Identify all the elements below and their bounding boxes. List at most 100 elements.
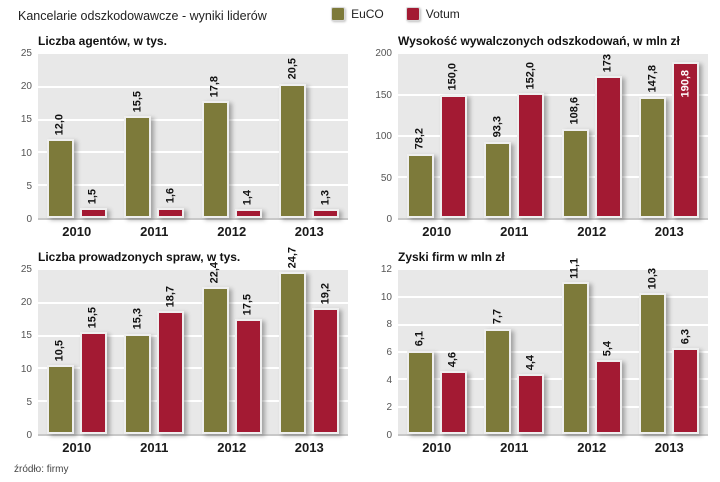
bar-votum-2011	[517, 373, 545, 434]
chart-cases: Liczba prowadzonych spraw, w tys. 0 5 10 15…	[10, 247, 348, 458]
bar-votum-2013	[312, 209, 340, 218]
chart-profits: Zyski firm w mln zł 0 2 4 6 8 10 12 6,1 4,6 7,7 4…	[370, 250, 708, 458]
bar-votum-2011	[517, 93, 545, 218]
bar-value-label: 17,5	[241, 293, 254, 316]
bar-group-2013: 147,8 190,8	[631, 54, 709, 218]
bar-wrap: 12,0	[46, 114, 74, 218]
x-axis-label-2010: 2010	[422, 440, 452, 455]
bar-wrap: 6,1	[406, 331, 434, 434]
y-tick-label: 15	[20, 330, 32, 342]
bar-wrap: 1,6	[157, 188, 185, 218]
bar-group-2012: 17,8 1,4	[193, 54, 271, 218]
y-tick-label: 10	[20, 147, 32, 159]
x-axis-label-2010: 2010	[422, 224, 452, 239]
bar-wrap: 20,5	[279, 58, 307, 218]
chart-body: 0 50 100 150 200 78,2 150,0 93,3 152,0 108,6 173 1…	[370, 49, 709, 225]
y-tick-label: 8	[386, 319, 392, 331]
bar-wrap: 15,3	[124, 308, 152, 434]
bar-votum-2010	[439, 95, 467, 218]
bar-wrap: 108,6	[561, 97, 589, 218]
y-tick-label: 50	[380, 172, 392, 184]
bar-euco-2013	[639, 293, 667, 434]
bar-euco-2011	[484, 328, 512, 434]
bar-wrap: 15,5	[79, 307, 107, 434]
bar-votum-2013	[312, 308, 340, 434]
bar-value-label: 1,6	[164, 188, 177, 204]
bar-wrap: 17,8	[201, 76, 229, 218]
x-axis-label-2012: 2012	[577, 440, 607, 455]
bar-wrap: 5,4	[594, 341, 622, 434]
bar-value-label: 7,7	[491, 309, 504, 325]
bar-euco-2013	[279, 271, 307, 434]
bar-euco-2011	[124, 116, 152, 218]
chart-title: Zyski firm w mln zł	[398, 250, 505, 264]
bar-wrap: 22,4	[201, 262, 229, 434]
bar-wrap: 6,3	[672, 329, 700, 434]
chart-title: Wysokość wywalczonych odszkodowań, w mln…	[398, 34, 680, 48]
bar-euco-2013	[279, 83, 307, 218]
bar-group-2011: 93,3 152,0	[476, 54, 554, 218]
gridline	[38, 301, 348, 304]
bar-value-label: 20,5	[286, 58, 299, 80]
plot-area: 10,5 15,5 15,3 18,7 22,4 17,5 24,7 19,2	[38, 247, 348, 436]
gridline	[38, 85, 348, 88]
bar-euco-2010	[406, 350, 434, 434]
bar-votum-2012	[234, 319, 262, 434]
y-tick-label: 6	[386, 347, 392, 358]
bar-value-label: 17,8	[208, 75, 221, 98]
bar-group-2010: 12,0 1,5	[38, 54, 116, 218]
bar-euco-2012	[561, 282, 589, 434]
y-tick-label: 0	[386, 214, 392, 225]
bar-wrap: 18,7	[157, 286, 185, 434]
chart-title: Liczba agentów, w tys.	[38, 34, 167, 48]
gridline	[398, 176, 708, 178]
bar-group-2010: 78,2 150,0	[398, 54, 476, 218]
y-axis: 0 2 4 6 8 10 12	[370, 265, 398, 441]
bar-value-label: 5,4	[601, 340, 614, 357]
gridline	[398, 135, 708, 137]
gridline	[398, 296, 708, 299]
x-axis-label-2013: 2013	[654, 224, 684, 239]
bar-value-label: 78,2	[413, 128, 426, 150]
bar-value-label: 19,2	[319, 282, 332, 305]
gridline	[38, 118, 348, 121]
bar-value-label: 147,8	[646, 65, 659, 93]
x-axis-label-2011: 2011	[140, 224, 169, 239]
gridline	[398, 405, 708, 408]
bar-wrap: 7,7	[484, 309, 512, 434]
legend-item-euco: EuCO	[331, 7, 384, 21]
y-axis: 0 5 10 15 20 25	[10, 49, 38, 225]
bar-wrap: 1,5	[79, 189, 107, 218]
bar-wrap: 10,3	[639, 268, 667, 434]
bar-euco-2011	[484, 141, 512, 218]
x-axis-label-2010: 2010	[62, 224, 92, 239]
y-tick-label: 5	[26, 180, 32, 192]
bars: 6,1 4,6 7,7 4,4 11,1 5,4 10,3 6,3	[398, 258, 708, 434]
x-axis-labels: 2010 2011 2012 2013	[398, 436, 708, 458]
bar-value-label: 1,4	[241, 189, 254, 205]
bar-value-label: 10,5	[53, 339, 66, 362]
chart-body: 0 5 10 15 20 25 10,5 15,5 15,3 18,7 22,4 17,5 24,7 1…	[10, 247, 348, 441]
bar-wrap: 17,5	[234, 294, 262, 434]
x-axis-label-2012: 2012	[577, 224, 607, 239]
bar-value-label: 6,1	[413, 331, 426, 347]
gridline	[38, 334, 348, 337]
bar-group-2010: 10,5 15,5	[38, 270, 116, 434]
bar-group-2012: 11,1 5,4	[553, 258, 631, 434]
bar-value-label: 93,3	[491, 116, 504, 138]
bar-wrap: 1,4	[234, 190, 262, 218]
gridline	[38, 184, 348, 187]
legend-item-votum: Votum	[405, 7, 460, 21]
bar-wrap: 150,0	[439, 63, 467, 218]
bar-value-label: 15,5	[86, 306, 99, 329]
chart-agents: Liczba agentów, w tys. 0 5 10 15 20 25 12,0 1,…	[10, 34, 348, 242]
bar-wrap: 15,5	[124, 91, 152, 218]
gridline	[38, 400, 348, 403]
bar-votum-2010	[79, 208, 107, 218]
y-tick-label: 25	[20, 264, 32, 275]
charts-grid: Liczba agentów, w tys. 0 5 10 15 20 25 12,0 1,…	[10, 34, 708, 458]
bar-value-label: 4,6	[446, 351, 459, 368]
page-title: Kancelarie odszkodowawcze - wyniki lider…	[18, 9, 267, 23]
y-tick-label: 200	[375, 48, 392, 59]
